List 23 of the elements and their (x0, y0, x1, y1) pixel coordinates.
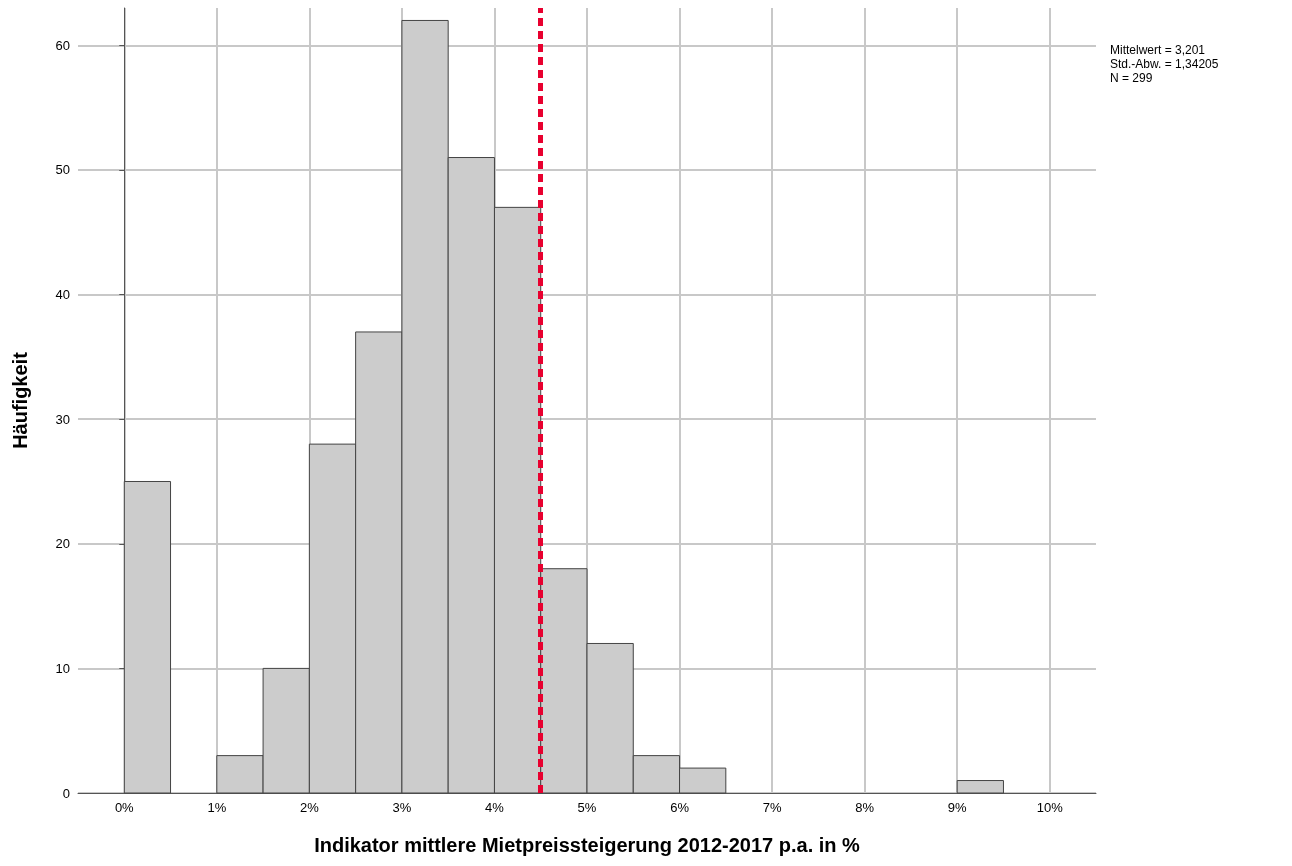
x-tick-label: 2% (299, 800, 320, 815)
x-tick-label: 3% (392, 800, 412, 815)
y-axis-title: Häufigkeit (9, 351, 31, 449)
y-tick-label: 0 (62, 785, 70, 801)
y-tick-label: 50 (55, 162, 70, 178)
text: N = 299 (1110, 71, 1153, 85)
x-tick-label: 7% (762, 800, 782, 815)
x-tick-label: 9% (947, 800, 968, 815)
x-tick-label: 10% (1036, 800, 1064, 815)
x-tick-label: 4% (485, 800, 505, 815)
text: Std.-Abw. = 1,34205 (1110, 57, 1219, 71)
y-tick-label: 40 (55, 287, 70, 303)
x-tick-label: 5% (577, 800, 597, 815)
x-tick-label: 1% (207, 800, 227, 815)
x-tick-label: 0% (114, 800, 135, 815)
x-tick-label: 6% (670, 800, 690, 815)
x-tick-label: 8% (855, 800, 875, 815)
y-tick-label: 20 (55, 536, 70, 552)
y-tick-label: 30 (55, 411, 70, 427)
x-axis-title: Indikator mittlere Mietpreissteigerung 2012-2017 p.a. in % (314, 834, 861, 856)
text: Mittelwert = 3,201 (1110, 43, 1206, 57)
y-tick-label: 60 (55, 37, 70, 53)
y-tick-label: 10 (55, 660, 70, 676)
